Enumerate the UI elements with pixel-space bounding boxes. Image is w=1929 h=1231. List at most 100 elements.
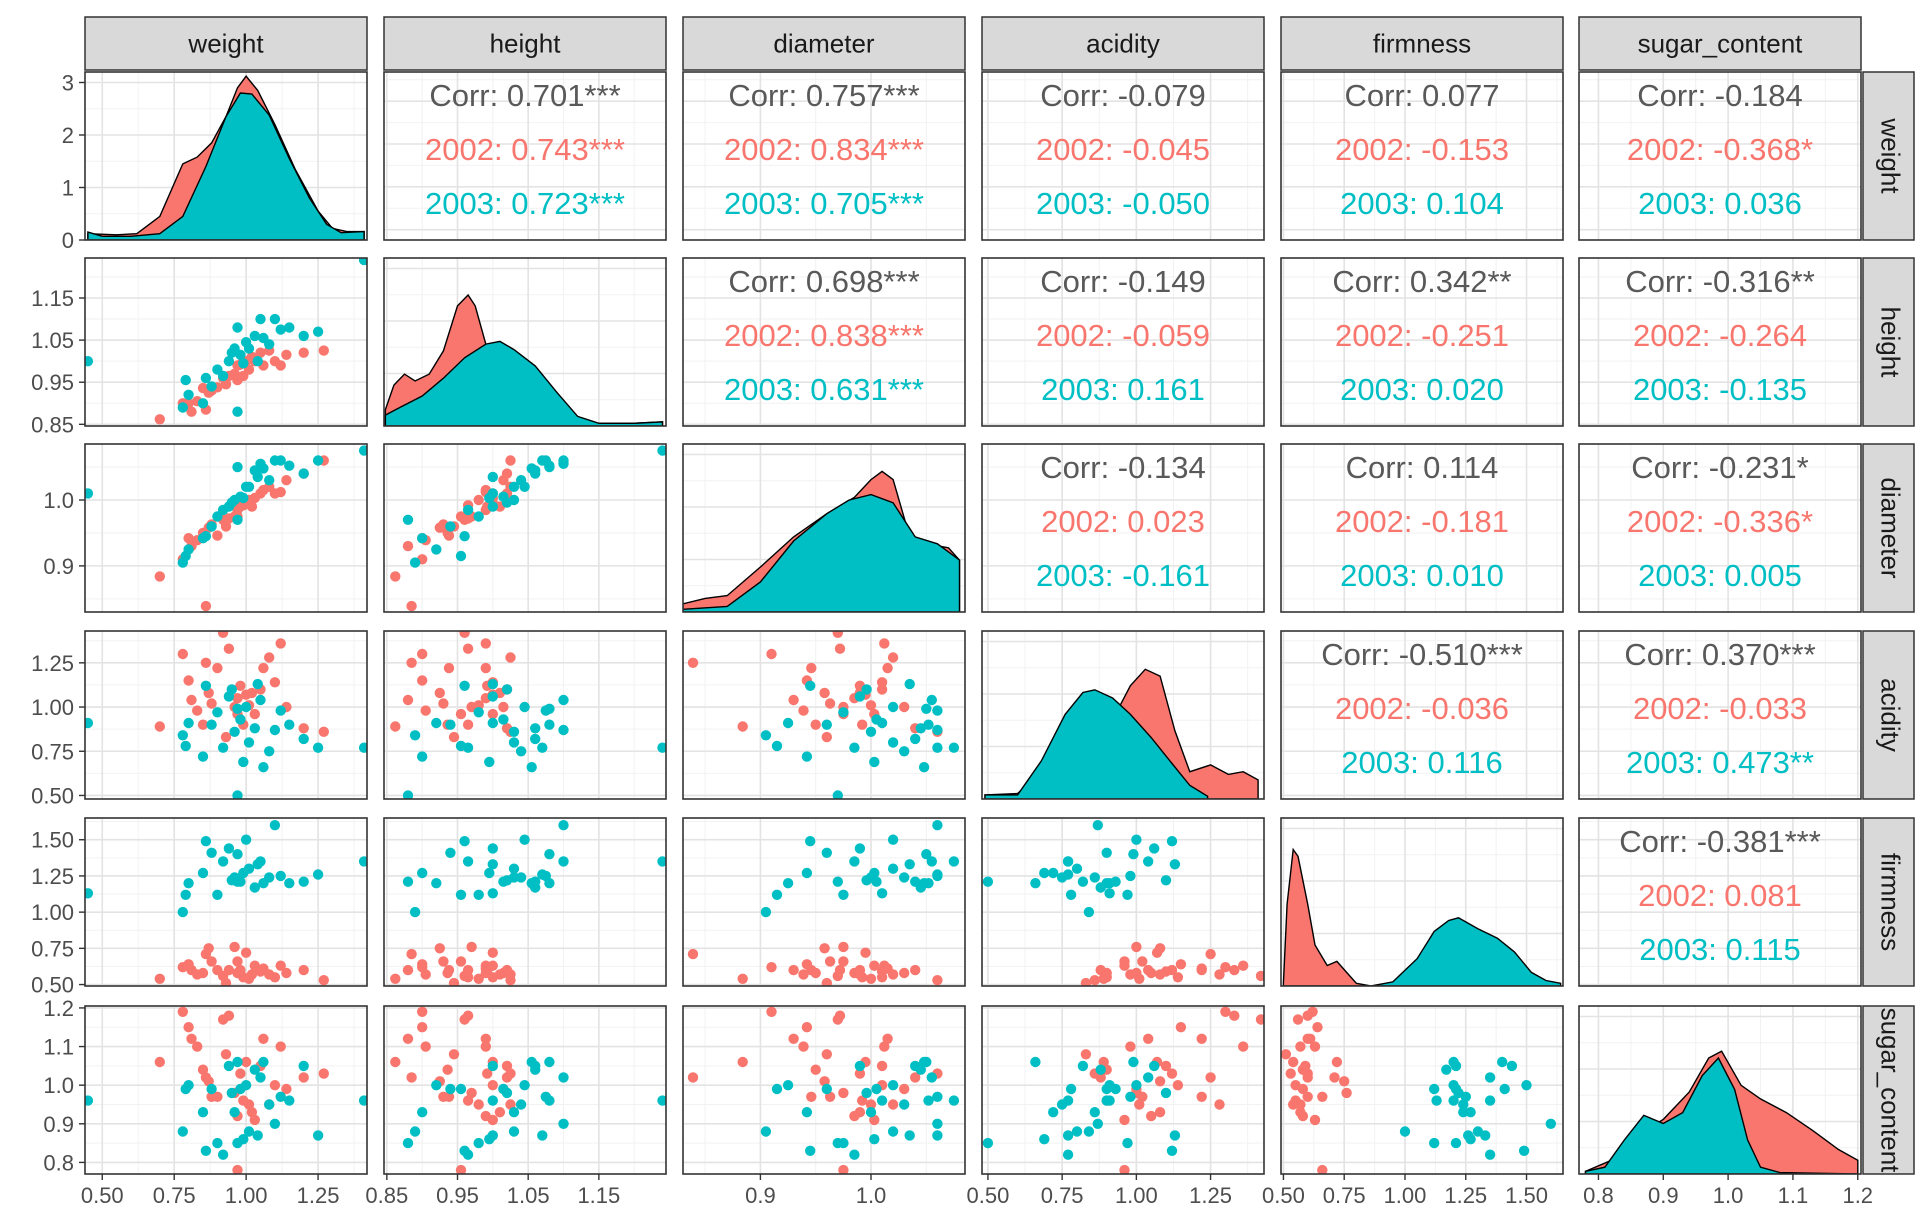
strip-right-acidity — [1862, 630, 1915, 800]
scatter-point — [1172, 972, 1184, 983]
scatter-point — [887, 737, 899, 748]
scatter-point — [544, 1095, 555, 1106]
strip-right-firmness — [1862, 817, 1915, 987]
scatter-point — [402, 964, 414, 976]
scatter-point — [177, 906, 188, 918]
gridlines — [85, 444, 367, 612]
scatter-point — [869, 1134, 880, 1145]
scatter-point — [275, 870, 286, 882]
scatter-point — [899, 1083, 910, 1095]
panel-background — [384, 818, 666, 986]
scatter-point — [269, 724, 281, 736]
scatter-point — [771, 1083, 783, 1095]
scatter-point — [235, 349, 246, 360]
scatter-point — [932, 1118, 943, 1130]
scatter-point — [197, 719, 209, 730]
scatter-point — [220, 521, 232, 532]
scatter-point — [462, 1149, 474, 1160]
scatter-point — [358, 445, 367, 456]
scatter-point — [1119, 1164, 1130, 1174]
scatter-point — [409, 1126, 421, 1137]
scatter-point — [558, 856, 569, 867]
scatter-point — [865, 973, 877, 984]
scatter-point — [887, 969, 899, 980]
scatter-point — [876, 888, 888, 899]
scatter-point — [821, 1049, 832, 1060]
scatter-point — [849, 856, 860, 867]
scatter-point — [838, 956, 849, 967]
y-tick-label: 3 — [62, 71, 74, 96]
scatter-point — [390, 1056, 401, 1068]
scatter-point — [860, 947, 871, 958]
scatter-point — [1143, 1072, 1154, 1083]
scatter-point — [232, 693, 243, 704]
corr-2002: 2002: -0.045 — [1036, 132, 1210, 167]
scatter-point — [1288, 1056, 1299, 1068]
scatter-point — [558, 1072, 569, 1083]
scatter-point — [281, 349, 292, 360]
scatter-point — [932, 742, 943, 753]
scatter-point — [904, 1130, 915, 1141]
scatter-point — [417, 648, 428, 660]
scatter-point — [657, 1095, 666, 1106]
scatter-point — [1128, 1056, 1139, 1068]
corr-overall: Corr: -0.510*** — [1321, 637, 1523, 672]
gridlines — [1579, 72, 1861, 240]
scatter-point — [1292, 1014, 1304, 1025]
scatter-point — [932, 869, 943, 880]
x-tick-label: 1.1 — [1778, 1183, 1809, 1208]
scatter-point — [298, 876, 309, 887]
scatter-point — [212, 1091, 223, 1103]
scatter-point — [1229, 964, 1240, 976]
scatter-point — [431, 544, 442, 555]
scatter-point — [1039, 1134, 1050, 1145]
scatter-point — [252, 356, 263, 367]
scatter-point — [1506, 1060, 1518, 1072]
strip-top-acidity — [981, 16, 1265, 71]
panel-background — [384, 72, 666, 240]
scatter-point — [687, 1072, 699, 1083]
x-tick-label: 1.50 — [1505, 1183, 1548, 1208]
scatter-point — [932, 820, 943, 831]
scatter-point — [923, 878, 934, 889]
scatter-point — [904, 678, 915, 690]
scatter-point — [821, 977, 832, 986]
corr-2003: 2003: 0.115 — [1639, 932, 1800, 967]
scatter-point — [206, 381, 217, 392]
scatter-point — [459, 836, 470, 847]
scatter-point — [487, 1130, 498, 1141]
corr-2003: 2003: 0.010 — [1340, 558, 1504, 593]
panel-background — [683, 72, 965, 240]
panel-frame — [84, 630, 368, 800]
scatter-point — [801, 1021, 813, 1033]
scatter-point — [782, 717, 794, 729]
scatter-point — [455, 708, 467, 720]
panel-background — [1579, 258, 1861, 426]
scatter-point — [687, 657, 699, 668]
scatter-point — [85, 356, 94, 367]
scatter-point — [1125, 870, 1136, 882]
panel-background — [1281, 444, 1563, 612]
scatter-point — [183, 544, 194, 555]
panel-height-sugar_content: Corr: -0.316** 2002: -0.264 2003: -0.135 — [1578, 257, 1862, 427]
scatter-point — [229, 1107, 240, 1118]
scatter-point — [203, 943, 214, 954]
scatter-point — [687, 948, 699, 960]
scatter-point — [249, 1114, 260, 1126]
scatter-point — [200, 1145, 212, 1157]
scatter-point — [1309, 1041, 1321, 1052]
x-tick-label: 0.50 — [967, 1183, 1010, 1208]
scatter-point — [466, 941, 477, 953]
scatter-point — [448, 977, 460, 986]
panel-height-firmness: Corr: 0.342** 2002: -0.251 2003: 0.020 — [1280, 257, 1564, 427]
scatter-point — [183, 1080, 194, 1091]
panel-background — [982, 1006, 1264, 1174]
scatter-point — [899, 967, 910, 979]
scatter-point — [487, 1114, 498, 1126]
strip-label-top-firmness: firmness — [1373, 29, 1471, 59]
scatter-point — [1295, 1099, 1306, 1110]
scatter-point — [834, 1010, 846, 1021]
scatter-point — [1331, 1056, 1343, 1068]
scatter-point — [206, 698, 217, 709]
scatter-point — [508, 726, 520, 737]
